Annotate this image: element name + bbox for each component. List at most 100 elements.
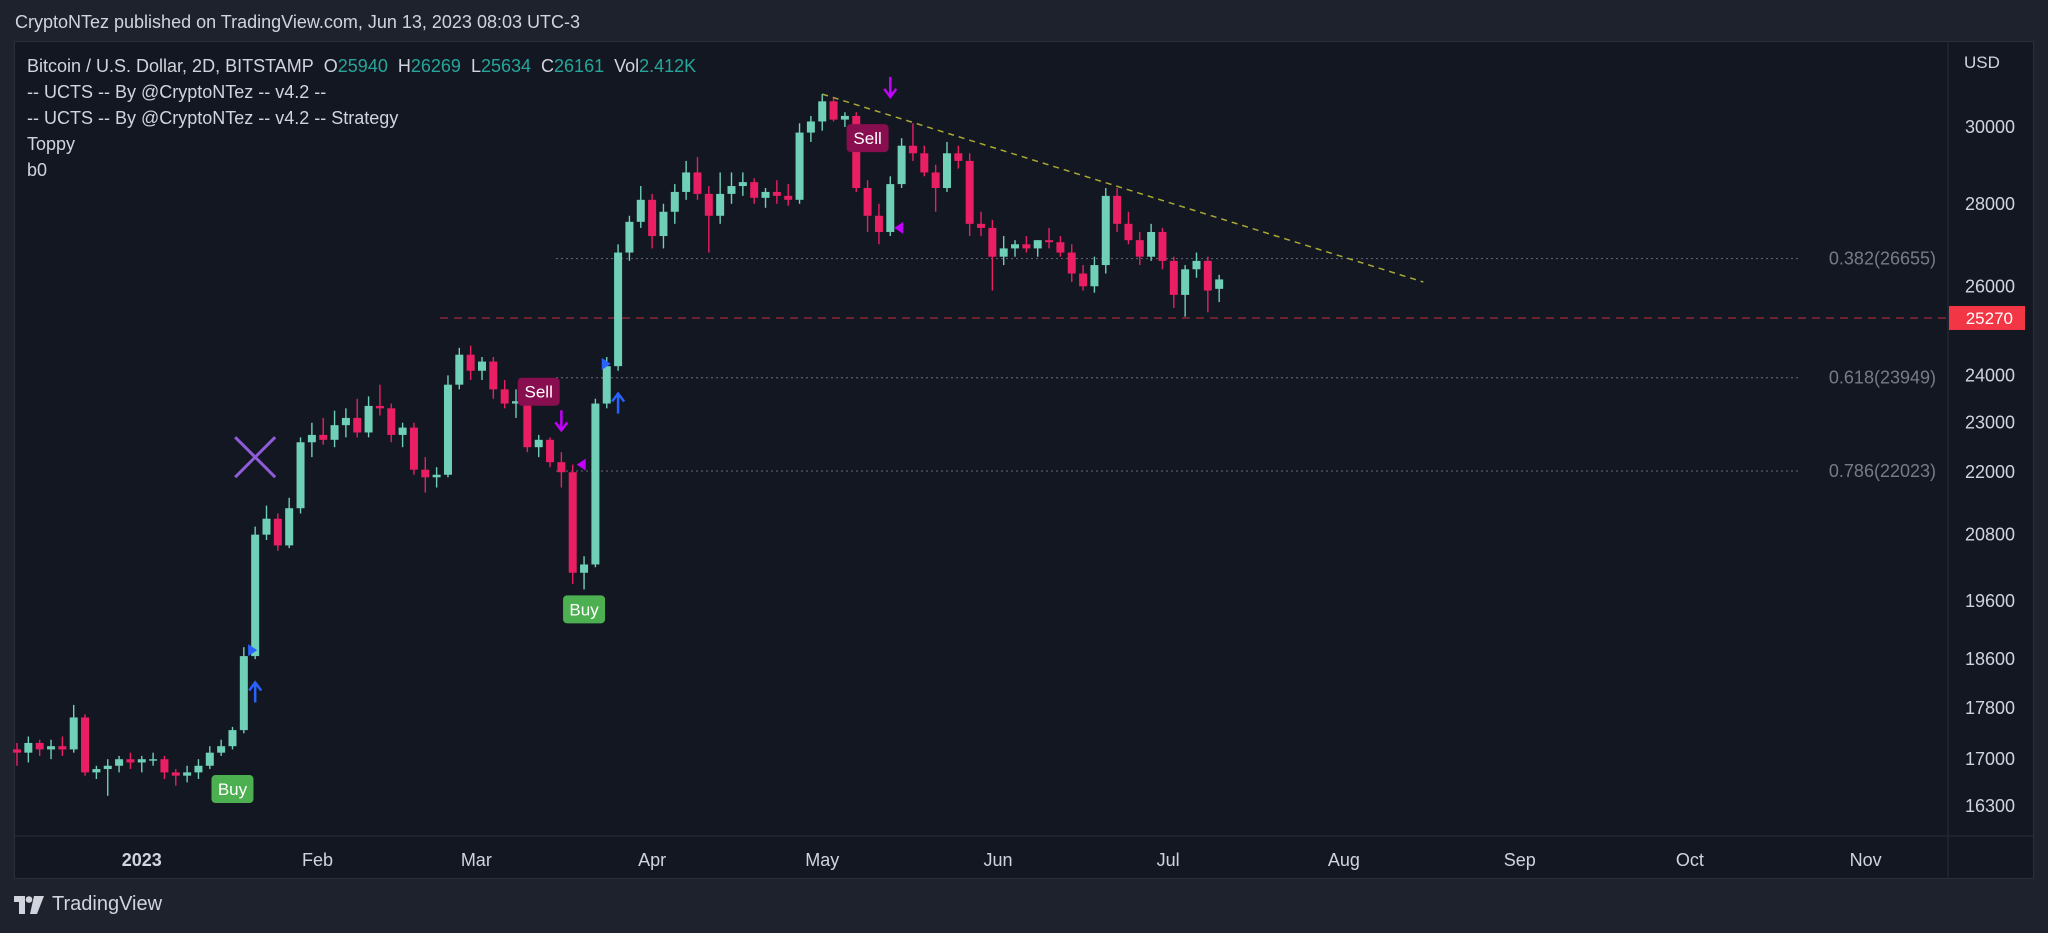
candle-body	[1124, 223, 1133, 241]
candle-body	[1011, 244, 1020, 249]
candle	[614, 244, 623, 371]
candle	[1056, 236, 1065, 257]
candle-body	[47, 746, 56, 750]
legend-indicator-3[interactable]: Toppy	[27, 134, 76, 154]
candle-body	[908, 145, 917, 154]
candle-body	[353, 417, 362, 433]
candle-body	[840, 115, 849, 120]
candle	[47, 739, 56, 760]
candle	[149, 752, 158, 766]
signal-box	[563, 595, 606, 624]
candle-body	[523, 401, 532, 448]
candle	[398, 422, 407, 448]
x-tick-label: 2023	[122, 850, 162, 870]
candle	[727, 172, 736, 204]
sell-signal: Sell	[517, 377, 560, 406]
arrow-down-icon	[883, 76, 898, 100]
candle	[1181, 265, 1190, 317]
candle	[443, 375, 452, 478]
candle-body	[217, 746, 226, 753]
chart-panel[interactable]	[14, 41, 2034, 879]
candle-body	[727, 186, 736, 194]
candle-body	[682, 172, 691, 192]
legend-indicator-1[interactable]: -- UCTS -- By @CryptoNTez -- v4.2 --	[27, 82, 327, 102]
candle-body	[750, 182, 759, 198]
candle	[716, 172, 725, 224]
candle	[171, 769, 180, 786]
candle-body	[262, 518, 271, 535]
candle-body	[625, 221, 634, 253]
candle	[908, 123, 917, 161]
candle	[693, 157, 702, 200]
candle	[477, 356, 486, 381]
candle-body	[897, 145, 906, 185]
candle-body	[988, 227, 997, 257]
candle-body	[421, 469, 430, 478]
footer-brand[interactable]: TradingView	[14, 893, 162, 916]
signal-label: Buy	[569, 600, 599, 619]
legend-indicator-2[interactable]: -- UCTS -- By @CryptoNTez -- v4.2 -- Str…	[27, 108, 399, 128]
y-tick-label: 28000	[1965, 194, 2015, 214]
candle-body	[466, 354, 475, 371]
candle	[69, 704, 78, 753]
fib-level-label: 0.786(22023)	[1829, 461, 1936, 481]
candle-body	[954, 153, 963, 161]
legend-close-value: 26161	[554, 56, 605, 76]
legend-close-label: C	[541, 56, 555, 76]
candle-body	[1169, 260, 1178, 295]
candle-body	[92, 769, 101, 773]
candle-body	[330, 425, 339, 440]
candle-body	[149, 759, 158, 761]
candle	[58, 736, 67, 756]
candle-body	[443, 384, 452, 475]
candle	[103, 759, 112, 796]
candle	[1192, 252, 1201, 278]
candle	[1169, 256, 1178, 308]
candle	[421, 457, 430, 493]
candle	[591, 398, 600, 568]
candle	[784, 184, 793, 206]
fib-level-label: 0.382(26655)	[1829, 249, 1936, 269]
y-tick-label: 18600	[1965, 649, 2015, 669]
x-tick-label: Sep	[1504, 850, 1536, 870]
candle-body	[477, 361, 486, 371]
candle-body	[795, 132, 804, 200]
legend-high-label: H	[397, 56, 411, 76]
candle-body	[24, 742, 33, 753]
candle	[840, 112, 849, 127]
candle	[205, 746, 214, 770]
candle	[1079, 265, 1088, 291]
candle	[183, 765, 192, 783]
candle-body	[183, 772, 192, 776]
candle-body	[738, 182, 747, 187]
candle	[432, 467, 441, 488]
candle	[1147, 223, 1156, 261]
signal-label: Sell	[853, 129, 881, 148]
candle	[795, 123, 804, 204]
candle	[568, 464, 577, 584]
candle	[239, 647, 248, 734]
candle-body	[1033, 240, 1042, 249]
legend-indicator-4[interactable]: b0	[27, 160, 48, 180]
candle-body	[489, 361, 498, 390]
legend-low-value: 25634	[480, 56, 532, 76]
candle-body	[965, 160, 974, 224]
candle	[1022, 236, 1031, 253]
candle	[772, 180, 781, 204]
signal-label: Sell	[525, 383, 553, 402]
x-tick-label: Feb	[302, 850, 333, 870]
candle	[750, 178, 759, 204]
candle	[1011, 240, 1020, 257]
candle	[1158, 227, 1167, 270]
candle	[330, 410, 339, 448]
candle	[999, 236, 1008, 266]
candle	[931, 164, 940, 212]
candle-body	[398, 427, 407, 435]
current-price-tag	[1949, 305, 2025, 330]
x-tick-label: Apr	[638, 850, 666, 870]
candle	[761, 188, 770, 208]
candle-body	[512, 401, 521, 404]
candle-body	[409, 427, 418, 470]
candle	[228, 726, 237, 750]
